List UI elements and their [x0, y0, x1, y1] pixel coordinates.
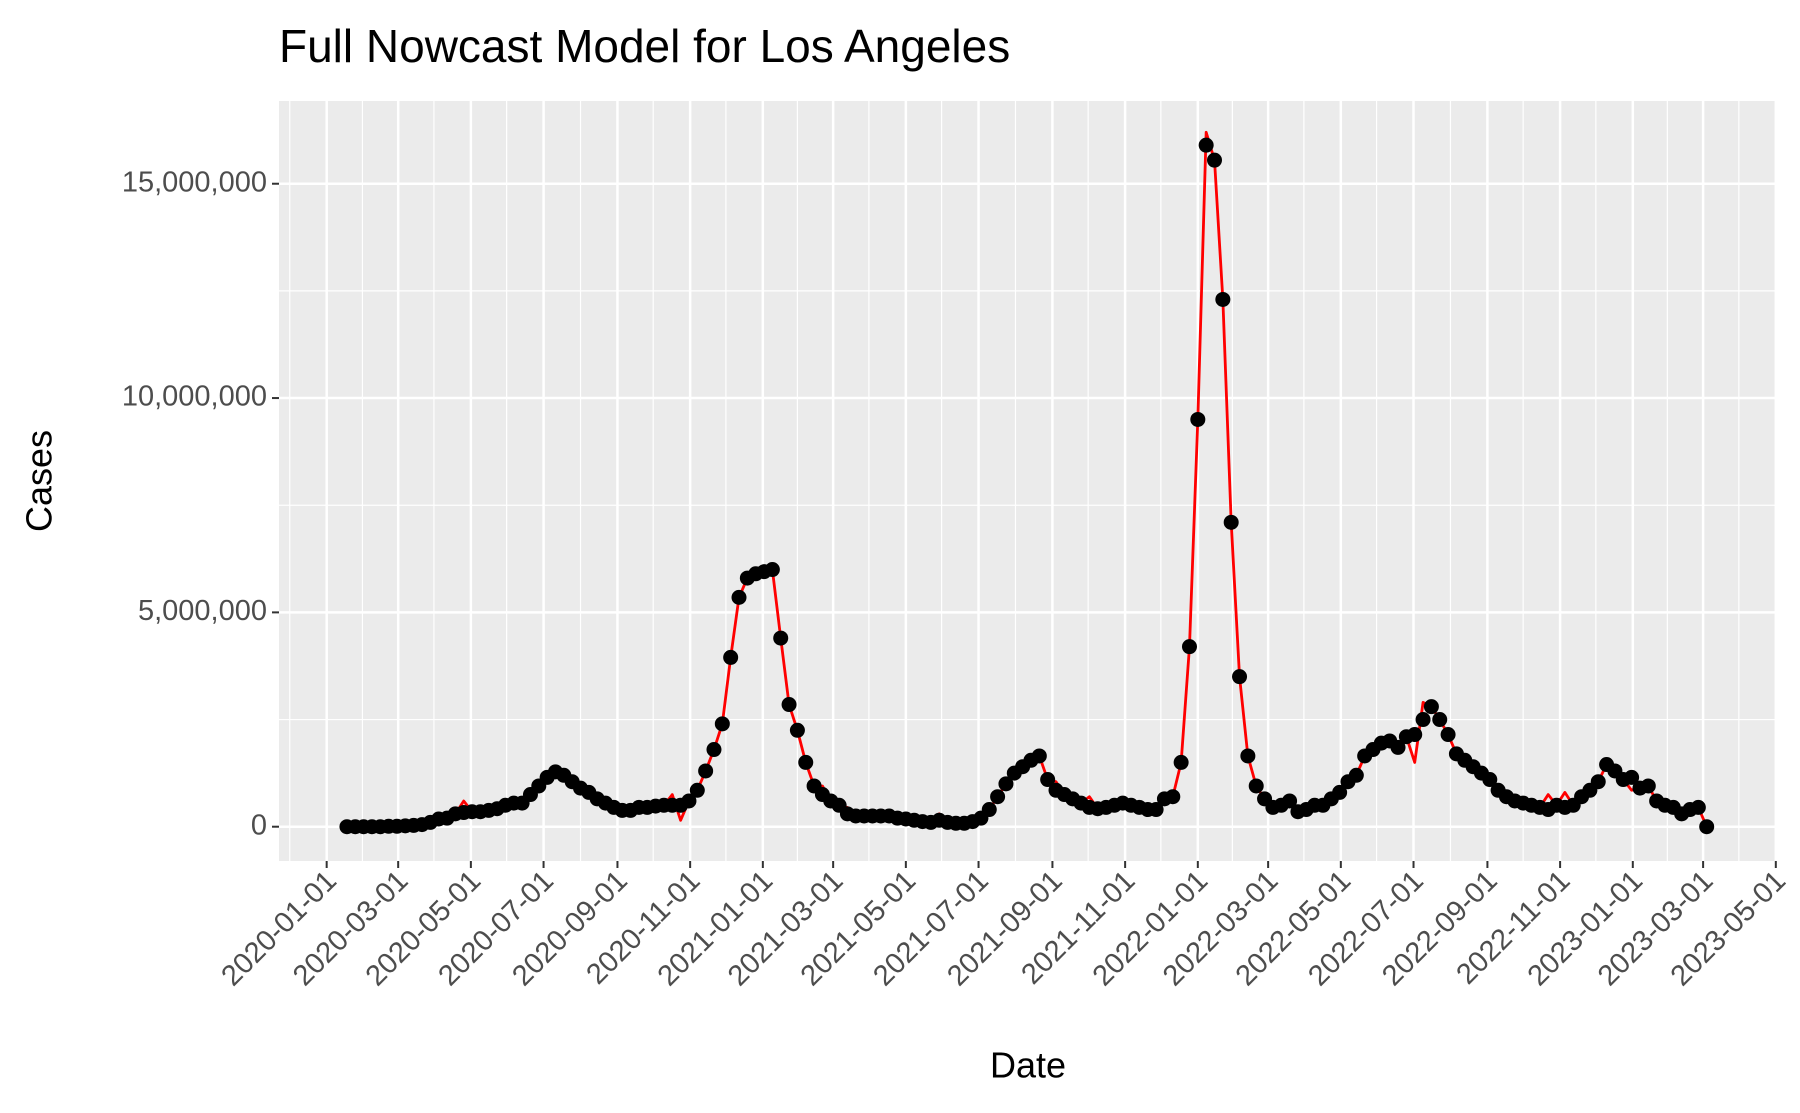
data-point [1190, 411, 1206, 427]
data-point [1215, 291, 1231, 307]
y-tick-label: 10,000,000 [122, 381, 267, 413]
data-point [723, 649, 739, 665]
y-tick-label: 0 [251, 809, 267, 841]
data-point [1690, 799, 1706, 815]
data-point [1332, 784, 1348, 800]
data-point [990, 789, 1006, 805]
y-tick-label: 5,000,000 [138, 595, 267, 627]
data-point [1624, 769, 1640, 785]
y-axis-title: Cases [19, 430, 60, 532]
data-point [1240, 748, 1256, 764]
data-point [1165, 789, 1181, 805]
data-point [1348, 767, 1364, 783]
data-point [689, 782, 705, 798]
y-tick-label: 15,000,000 [122, 166, 267, 198]
data-point [681, 793, 697, 809]
data-point [1407, 727, 1423, 743]
data-point [1482, 772, 1498, 788]
data-point [1423, 699, 1439, 715]
data-point [1699, 819, 1715, 835]
data-point [998, 776, 1014, 792]
x-axis-title: Date [990, 1045, 1066, 1086]
data-point [1432, 712, 1448, 728]
data-point [789, 722, 805, 738]
data-point [1198, 137, 1214, 153]
data-point [1590, 774, 1606, 790]
data-point [1440, 727, 1456, 743]
data-point [706, 742, 722, 758]
data-point [1207, 152, 1223, 168]
data-point [731, 589, 747, 605]
data-point [773, 630, 789, 646]
data-point [781, 697, 797, 713]
data-point [1232, 669, 1248, 685]
data-point [798, 754, 814, 770]
data-point [1415, 712, 1431, 728]
data-point [1640, 778, 1656, 794]
data-point [1181, 639, 1197, 655]
data-point [1390, 739, 1406, 755]
chart-title: Full Nowcast Model for Los Angeles [279, 20, 1010, 72]
data-point [1040, 772, 1056, 788]
data-point [764, 562, 780, 578]
data-point [1148, 802, 1164, 818]
data-point [981, 802, 997, 818]
data-point [714, 716, 730, 732]
data-point [698, 763, 714, 779]
data-point [1173, 754, 1189, 770]
data-point [1031, 748, 1047, 764]
panel [279, 101, 1777, 861]
data-point [1282, 793, 1298, 809]
data-point [1223, 514, 1239, 530]
data-point [1248, 778, 1264, 794]
